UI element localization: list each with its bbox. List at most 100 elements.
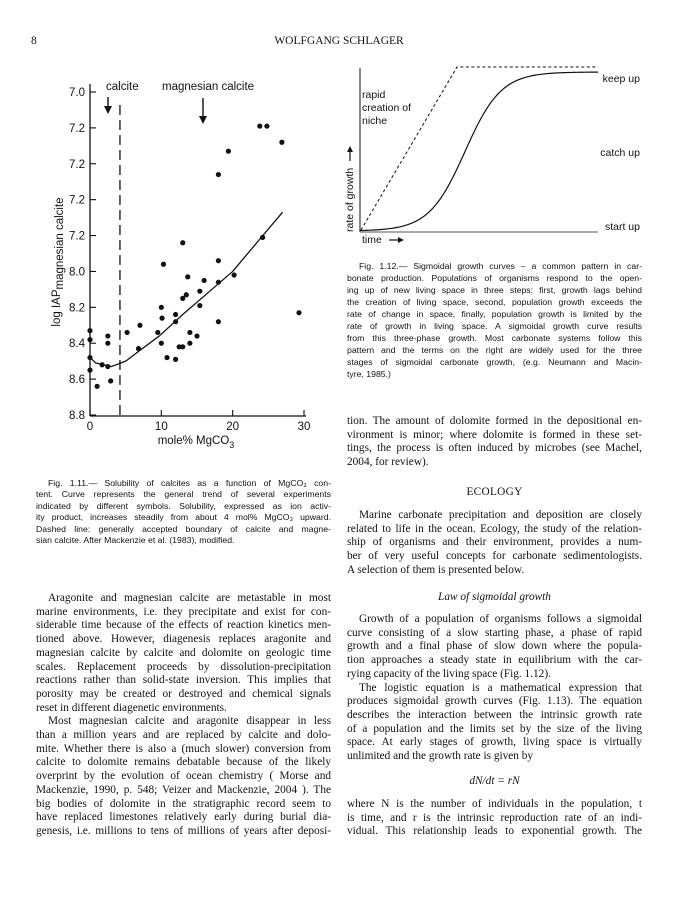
x-tick-label: 30 bbox=[298, 421, 311, 433]
body-line: ship of organisms and their environment,… bbox=[347, 536, 642, 549]
body-line: curve consisting of a slow starting phas… bbox=[347, 626, 642, 639]
x-tick-label: 10 bbox=[155, 421, 168, 433]
body-line: vironment is minor; where dolomite is fo… bbox=[347, 428, 642, 441]
caption-line: ing up of new living space in three step… bbox=[347, 285, 642, 295]
fig-1-11-caption: Fig. 1.11.— Solubility of calcites as a … bbox=[36, 478, 331, 546]
data-point bbox=[231, 272, 237, 278]
caption-line: Fig. 1.11.— Solubility of calcites as a … bbox=[48, 478, 331, 488]
data-point bbox=[201, 277, 207, 284]
arrowhead-icon bbox=[347, 146, 353, 152]
data-point bbox=[180, 240, 186, 246]
x-axis-label-text: mole% MgCO bbox=[158, 435, 230, 447]
data-point bbox=[215, 258, 221, 264]
body-line: rying capacity of the living space (Fig.… bbox=[347, 667, 551, 680]
data-point bbox=[215, 171, 221, 178]
data-point bbox=[155, 329, 161, 336]
caption-line: pattern and the terms on the right are w… bbox=[347, 345, 642, 355]
stage-label: keep up bbox=[603, 73, 641, 85]
y-tick-label: 7.2 bbox=[69, 159, 85, 171]
magnesian-calcite-annotation: magnesian calcite bbox=[162, 81, 254, 93]
y-axis-label-text: log IAP bbox=[51, 289, 63, 326]
body-line: Mackenzie, 1990, p. 548; Veizer and Mack… bbox=[36, 783, 331, 796]
body-line: Most magnesian calcite and aragonite dis… bbox=[48, 715, 331, 728]
data-point bbox=[176, 344, 182, 350]
x-tick-label: 20 bbox=[226, 421, 239, 433]
body-line: porosity may be created or destroyed and… bbox=[36, 687, 331, 700]
data-point bbox=[225, 148, 231, 154]
body-line: Marine carbonate precipitation and depos… bbox=[359, 509, 642, 521]
y-tick-label: 7.2 bbox=[69, 231, 85, 243]
after-equation-text: where N is the number of individuals in … bbox=[347, 798, 642, 839]
data-point bbox=[105, 340, 111, 346]
caption-line: bonate production. Populations of organi… bbox=[347, 273, 642, 283]
body-line: of a population and the limits set by th… bbox=[347, 722, 642, 735]
data-point bbox=[180, 344, 186, 350]
data-point bbox=[87, 337, 93, 343]
section-heading-ecology: ECOLOGY bbox=[466, 486, 523, 498]
stage-label: start up bbox=[605, 221, 640, 233]
niche-creation-dashed-line bbox=[360, 66, 598, 231]
body-line: calcite to dolomite remains debatable be… bbox=[36, 756, 331, 769]
caption-line: rate of growth in living space. A sigmoi… bbox=[347, 321, 642, 331]
caption-line: from this three-phase growth. Most carbo… bbox=[347, 333, 642, 343]
body-line: reactions rather than solid-state invers… bbox=[36, 674, 331, 687]
data-point bbox=[257, 123, 263, 129]
y-tick-label: 7.2 bbox=[69, 123, 85, 135]
body-line: magnesian calcite by calcite and dolomit… bbox=[36, 646, 331, 659]
x-axis-label: mole% MgCO3 bbox=[158, 435, 235, 450]
body-line: is time, and r is the intrinsic reproduc… bbox=[347, 811, 642, 824]
niche-label: creation of bbox=[362, 102, 411, 114]
data-point bbox=[137, 322, 143, 328]
fig-1-12-caption: Fig. 1.12.— Sigmoidal growth curves – a … bbox=[347, 260, 642, 380]
logistic-paragraph: The logistic equation is a mathematical … bbox=[347, 682, 642, 764]
data-point bbox=[185, 274, 191, 280]
data-point bbox=[183, 292, 189, 298]
body-line: space. At early stages of growth, living… bbox=[347, 736, 642, 749]
data-point bbox=[197, 302, 203, 309]
body-line: vidual. This relationship leads to expon… bbox=[347, 825, 642, 838]
caption-line: Fig. 1.12.— Sigmoidal growth curves – a … bbox=[359, 261, 642, 271]
y-axis-label: rate of growth bbox=[344, 168, 356, 232]
y-tick-label: 8.4 bbox=[69, 338, 86, 350]
data-point bbox=[105, 363, 111, 370]
y-tick-label: 8.0 bbox=[69, 266, 85, 278]
data-point bbox=[159, 315, 165, 321]
x-axis-label: time bbox=[362, 234, 382, 246]
page-number: 8 bbox=[31, 35, 37, 47]
body-line: A selection of them is presented below. bbox=[347, 563, 525, 576]
data-point bbox=[158, 304, 164, 310]
data-point bbox=[108, 378, 114, 384]
caption-line: stages of sigmoidal carbonate growth, (e… bbox=[347, 357, 642, 367]
caption-line: sian calcite. After Mackenzie et al. (19… bbox=[36, 535, 235, 546]
body-line: ber of very useful concepts for carbonat… bbox=[347, 550, 642, 563]
y-axis-label: log IAPmagnesian calcite bbox=[51, 197, 66, 326]
data-point bbox=[187, 329, 193, 336]
body-line: related to life in the ocean. Ecology, t… bbox=[347, 522, 642, 535]
ecology-paragraph: Marine carbonate precipitation and depos… bbox=[347, 509, 642, 578]
data-point bbox=[264, 123, 270, 129]
x-tick-label: 0 bbox=[87, 421, 93, 433]
data-point bbox=[215, 279, 221, 285]
data-point bbox=[173, 356, 179, 362]
equation-exponential-growth: dN/dt = rN bbox=[469, 775, 520, 787]
caption-line: Dashed line: generally accepted boundary… bbox=[36, 523, 331, 534]
body-line: genesis, i.e. millions to tens of millio… bbox=[36, 824, 331, 837]
data-point bbox=[173, 319, 179, 325]
data-point bbox=[87, 328, 93, 334]
y-tick-label: 8.6 bbox=[69, 374, 85, 386]
data-point bbox=[135, 346, 142, 352]
fig-1-11-chart: 7.0 7.2 7.2 7.2 7.2 8.0 8.2 8.4 8.6 8.80 10 20 30 mol… bbox=[51, 81, 311, 450]
caption-line: ity product, increases steadily from abo… bbox=[36, 512, 331, 523]
data-point bbox=[124, 329, 130, 336]
body-line: Growth of a population of organisms foll… bbox=[359, 613, 642, 625]
subheading-sigmoidal-growth: Law of sigmoidal growth bbox=[438, 591, 551, 603]
body-line: siderable time because of the effects of… bbox=[36, 619, 331, 632]
data-point bbox=[215, 319, 221, 325]
niche-label: rapid bbox=[362, 89, 386, 101]
data-point bbox=[87, 367, 93, 373]
caption-line: rate of change in space, finally, popula… bbox=[347, 309, 642, 319]
left-column-body: Aragonite and magnesian calcite are meta… bbox=[36, 592, 331, 839]
caption-line: indicated by different symbols. Solubili… bbox=[36, 500, 331, 511]
y-tick-label: 7.0 bbox=[69, 87, 85, 99]
body-line: big bodies of dolomite in the stratigrap… bbox=[36, 797, 331, 810]
